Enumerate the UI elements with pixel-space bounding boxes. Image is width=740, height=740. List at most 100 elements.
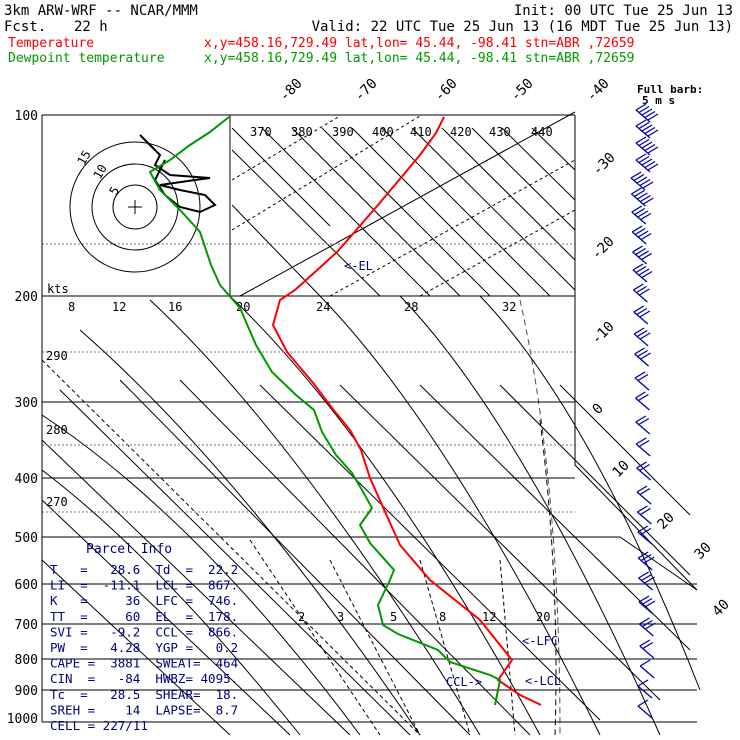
wind-barb-19 [636,485,652,505]
hodo-axis-16: 16 [168,300,182,314]
parcel-row-1: LI = -11.1 LCL = 867. [50,578,238,593]
wind-barb-22 [637,551,655,571]
pressure-label-800: 800 [15,653,38,668]
mixing-label-12: 12 [482,610,496,624]
isotherm-grid [231,111,576,297]
pressure-lines [42,243,697,691]
mixing-label-3: 3 [337,610,344,624]
hodograph: 5 10 15 kts [47,134,217,296]
wind-barb-26 [639,639,655,659]
wind-barb-13 [634,347,651,367]
legend-dew-label: Dewpoint temperature [8,51,165,66]
mixing-ratio-labels: 2 3 5 8 12 20 [298,610,550,624]
theta-label-420: 420 [450,125,472,139]
header-init: Init: 00 UTC Tue 25 Jun 13 [514,3,733,19]
header-fcst-label: Fcst. [4,19,46,35]
pressure-label-700: 700 [15,618,38,633]
hodo-axis-24: 24 [316,300,330,314]
isotherm-labels: -80 -70 -60 -50 -40 -30 -20 -10 0 10 20 30 40 [277,76,733,620]
theta-side-280: 280 [46,423,68,437]
hodo-axis-32: 32 [502,300,516,314]
mixing-label-5: 5 [390,610,397,624]
isotherm-label-0: 0 [590,401,607,418]
isotherm-label--10: -10 [589,319,618,348]
wind-barbs [630,103,659,719]
hodo-axis-8: 8 [68,300,75,314]
theta-label-430: 430 [489,125,511,139]
mixing-label-20: 20 [536,610,550,624]
wind-barb-28 [637,679,653,699]
pressure-label-400: 400 [15,472,38,487]
isotherm-label--40: -40 [584,76,613,105]
wind-barb-2 [635,136,659,156]
isotherm-label--60: -60 [432,76,461,105]
parcel-row-8: Tc = 28.5 SHEAR= 18. [50,687,238,702]
pressure-label-1000: 1000 [7,712,38,727]
parcel-row-2: K = 36 LFC = 746. [50,593,238,608]
header-valid: Valid: 22 UTC Tue 25 Jun 13 (16 MDT Tue … [312,19,733,35]
wind-barb-10 [632,283,650,303]
pressure-label-200: 200 [15,290,38,305]
wind-barb-25 [638,617,656,637]
hodo-axis-20: 20 [236,300,250,314]
hodo-axis-labels: 8 12 16 20 24 28 32 [68,300,516,314]
wind-barb-20 [636,505,652,525]
barbs-title-1: Full barb: [637,83,703,96]
wind-barb-5 [630,187,654,207]
marker-1: <-LFC [522,634,558,648]
wind-barb-27 [639,659,655,679]
temperature-line [271,116,542,706]
isotherm-label--70: -70 [352,76,381,105]
parcel-row-10: CELL = 227/11 [50,718,148,733]
theta-label-370: 370 [250,125,272,139]
pressure-label-100: 100 [15,109,38,124]
wind-barb-16 [635,415,651,435]
hodo-axis-28: 28 [404,300,418,314]
theta-label-440: 440 [531,125,553,139]
wind-barb-18 [636,461,652,481]
hodo-axis-12: 12 [112,300,126,314]
wind-barb-29 [637,699,653,719]
parcel-row-7: CIN = -84 HWBZ= 4095. [50,671,238,686]
frame [41,114,698,723]
wind-barb-1 [635,119,659,139]
wind-barb-15 [634,391,650,411]
wind-barb-8 [632,245,652,265]
pressure-label-300: 300 [15,396,38,411]
parcel-row-3: TT = 60 EL = 178. [50,609,238,624]
isotherm-label--50: -50 [508,76,537,105]
wind-barb-6 [631,205,652,225]
parcel-info: Parcel Info T = 28.6 Td = 22.2LI = -11.1… [50,542,238,733]
wind-barb-4 [630,171,654,191]
wind-barb-12 [633,327,651,347]
wind-barb-21 [637,525,653,545]
pressure-label-900: 900 [15,684,38,699]
parcel-row-6: CAPE = 3881 SWEAT= 464 [50,656,238,671]
theta-side-270: 270 [46,495,68,509]
wind-barb-17 [635,437,651,457]
legend-temp-info: x,y=458.16,729.49 lat,lon= 45.44, -98.41… [204,36,634,51]
isotherm-label-20: 20 [655,510,678,533]
isotherm-label--30: -30 [590,150,619,179]
theta-side-labels: 290 280 270 [46,349,68,509]
wind-barb-7 [631,225,652,245]
theta-label-410: 410 [410,125,432,139]
barbs-title-2: 5 m s [642,94,675,107]
pressure-labels: 100 200 300 400 500 600 700 800 900 1000 [7,109,38,727]
isotherm-label-40: 40 [710,597,733,620]
pressure-label-600: 600 [15,578,38,593]
wind-barb-14 [634,371,650,391]
header-model: 3km ARW-WRF -- NCAR/MMM [4,3,198,19]
isotherm-label--20: -20 [589,234,618,263]
level-markers: <-EL <-LFC <-LCL CCL-> [344,259,561,689]
hodo-ring-5: 5 [106,184,122,197]
mixing-label-8: 8 [439,610,446,624]
hodo-ring-10: 10 [90,162,109,182]
mixing-label-2: 2 [298,610,305,624]
isotherm-label-30: 30 [692,540,715,563]
isotherm-label-10: 10 [610,458,633,481]
wind-barb-3 [635,153,659,173]
header-fcst-value: 22 h [74,19,108,35]
wind-barb-24 [638,595,656,615]
